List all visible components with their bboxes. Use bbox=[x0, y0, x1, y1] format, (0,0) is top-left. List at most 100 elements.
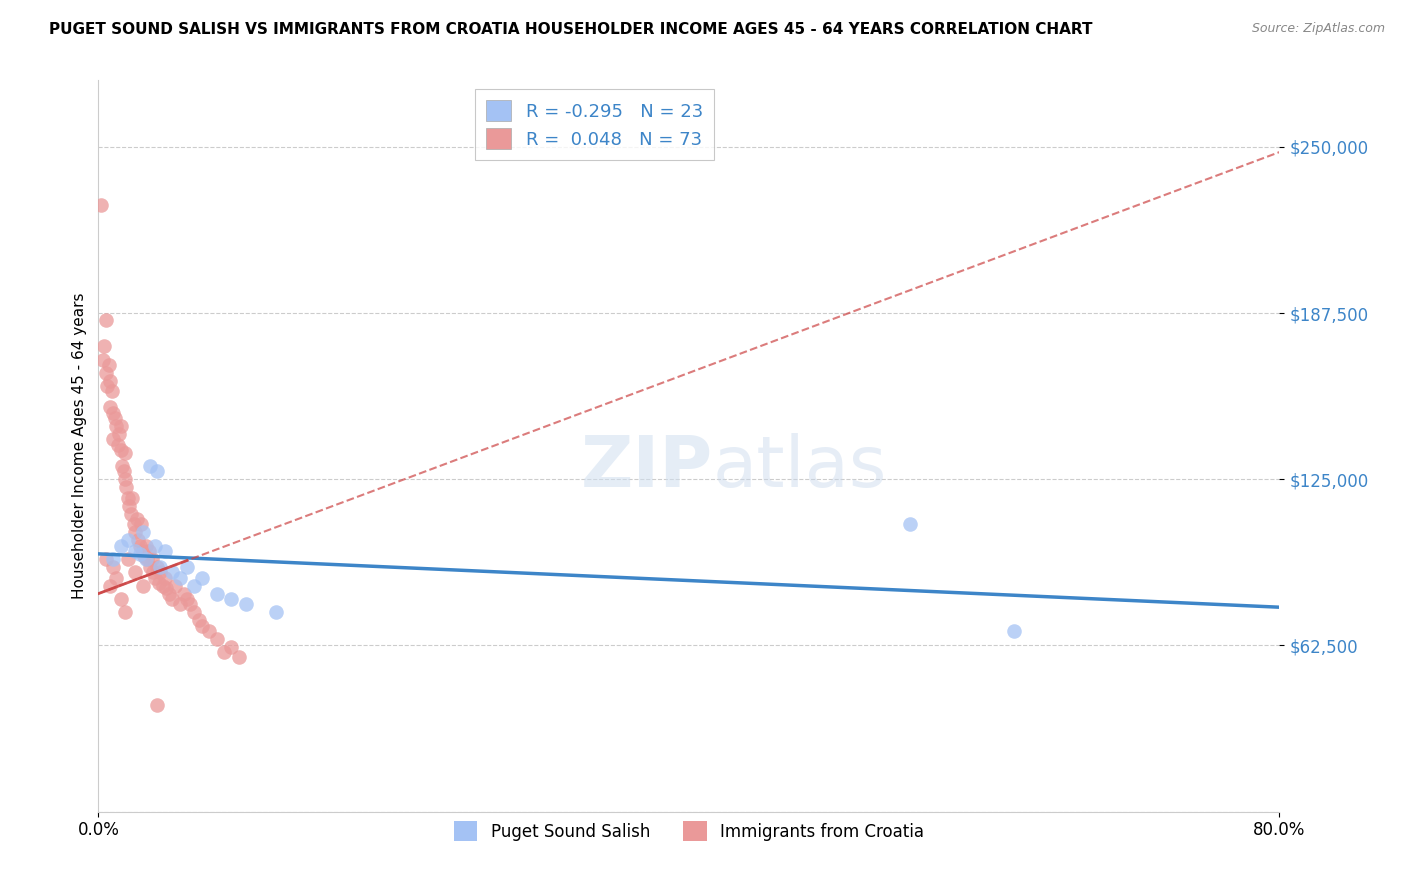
Point bbox=[125, 512, 148, 526]
Point bbox=[187, 613, 209, 627]
Point bbox=[135, 552, 157, 566]
Point bbox=[152, 579, 174, 593]
Point bbox=[146, 698, 169, 713]
Point bbox=[111, 458, 134, 473]
Point bbox=[94, 366, 117, 380]
Point bbox=[142, 566, 165, 580]
Point bbox=[97, 358, 120, 372]
Point bbox=[103, 433, 125, 447]
Point bbox=[105, 571, 128, 585]
Point bbox=[183, 579, 205, 593]
Point bbox=[134, 549, 156, 564]
Point bbox=[221, 591, 243, 606]
Point bbox=[98, 401, 121, 415]
Text: PUGET SOUND SALISH VS IMMIGRANTS FROM CROATIA HOUSEHOLDER INCOME AGES 45 - 64 YE: PUGET SOUND SALISH VS IMMIGRANTS FROM CR… bbox=[49, 22, 1092, 37]
Point bbox=[143, 539, 166, 553]
Point bbox=[212, 645, 235, 659]
Point bbox=[110, 419, 132, 434]
Point bbox=[90, 198, 112, 212]
Point bbox=[112, 464, 135, 478]
Point bbox=[146, 464, 169, 478]
Point bbox=[117, 491, 139, 505]
Point bbox=[138, 544, 160, 558]
Point bbox=[98, 579, 121, 593]
Point bbox=[139, 560, 162, 574]
Point bbox=[124, 525, 146, 540]
Point bbox=[115, 480, 138, 494]
Point bbox=[128, 539, 150, 553]
Point bbox=[118, 499, 141, 513]
Point bbox=[114, 472, 136, 486]
Point bbox=[127, 533, 149, 548]
Point bbox=[114, 445, 136, 459]
Text: atlas: atlas bbox=[713, 434, 887, 502]
Point bbox=[132, 579, 155, 593]
Point bbox=[173, 586, 195, 600]
Point bbox=[136, 552, 159, 566]
Point bbox=[104, 411, 127, 425]
Point bbox=[103, 560, 125, 574]
Point bbox=[205, 586, 228, 600]
Point bbox=[264, 605, 287, 619]
Point bbox=[191, 618, 214, 632]
Point bbox=[191, 571, 214, 585]
Point bbox=[221, 640, 243, 654]
Point bbox=[91, 352, 114, 367]
Point bbox=[128, 547, 150, 561]
Point bbox=[169, 571, 191, 585]
Point bbox=[122, 517, 145, 532]
Point bbox=[103, 552, 125, 566]
Point bbox=[110, 442, 132, 457]
Point bbox=[176, 591, 198, 606]
Point bbox=[198, 624, 221, 638]
Point bbox=[132, 544, 155, 558]
Point bbox=[169, 597, 191, 611]
Point bbox=[110, 591, 132, 606]
Legend: Puget Sound Salish, Immigrants from Croatia: Puget Sound Salish, Immigrants from Croa… bbox=[447, 814, 931, 847]
Point bbox=[132, 525, 155, 540]
Point bbox=[93, 339, 115, 353]
Point bbox=[117, 552, 139, 566]
Point bbox=[205, 632, 228, 646]
Point bbox=[121, 491, 143, 505]
Point bbox=[157, 586, 180, 600]
Point bbox=[235, 597, 257, 611]
Point bbox=[129, 517, 152, 532]
Point bbox=[179, 597, 201, 611]
Point bbox=[94, 552, 117, 566]
Point bbox=[117, 533, 139, 548]
Point bbox=[183, 605, 205, 619]
Point bbox=[110, 539, 132, 553]
Point bbox=[148, 576, 170, 591]
Point bbox=[155, 582, 177, 596]
Point bbox=[153, 571, 176, 585]
Point bbox=[139, 458, 162, 473]
Y-axis label: Householder Income Ages 45 - 64 years: Householder Income Ages 45 - 64 years bbox=[72, 293, 87, 599]
Point bbox=[124, 566, 146, 580]
Text: Source: ZipAtlas.com: Source: ZipAtlas.com bbox=[1251, 22, 1385, 36]
Point bbox=[153, 544, 176, 558]
Point bbox=[162, 591, 183, 606]
Point bbox=[114, 605, 136, 619]
Point bbox=[176, 560, 198, 574]
Point bbox=[900, 517, 922, 532]
Point bbox=[107, 438, 129, 452]
Point bbox=[228, 650, 250, 665]
Point bbox=[146, 560, 169, 574]
Point bbox=[141, 552, 163, 566]
Point bbox=[135, 539, 157, 553]
Point bbox=[162, 566, 183, 580]
Point bbox=[124, 544, 146, 558]
Point bbox=[143, 571, 166, 585]
Point bbox=[149, 566, 172, 580]
Point bbox=[149, 560, 172, 574]
Point bbox=[98, 374, 121, 388]
Point bbox=[120, 507, 142, 521]
Text: ZIP: ZIP bbox=[581, 434, 713, 502]
Point bbox=[165, 579, 187, 593]
Point bbox=[100, 384, 122, 399]
Point bbox=[94, 312, 117, 326]
Point bbox=[96, 379, 118, 393]
Point bbox=[108, 427, 131, 442]
Point bbox=[1002, 624, 1025, 638]
